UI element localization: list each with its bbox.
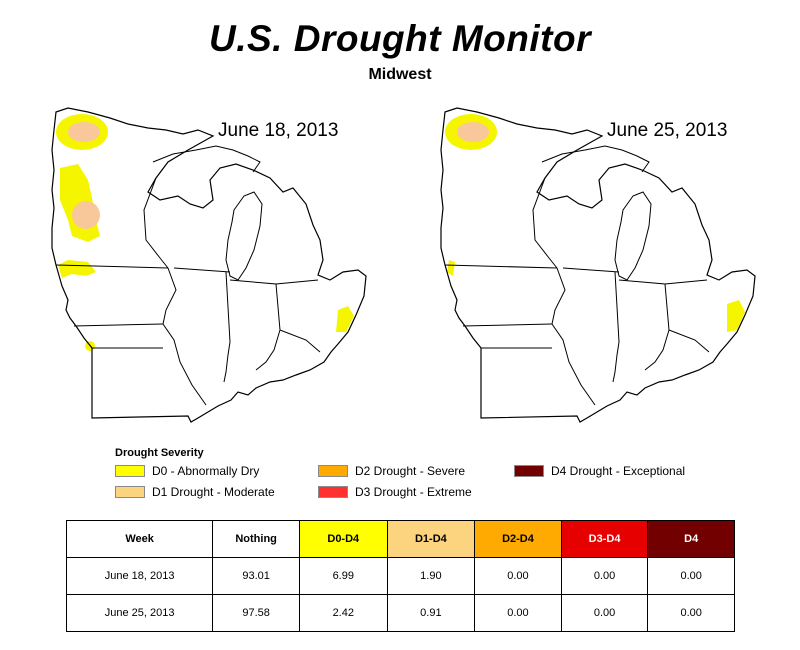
map-date-label: June 25, 2013 (607, 120, 728, 141)
legend-swatch-d4 (514, 465, 544, 477)
header-d2-d4: D2-D4 (474, 520, 562, 558)
header-d4: D4 (647, 520, 735, 558)
legend-item-d3: D3 Drought - Extreme (318, 485, 472, 499)
header-d0-d4: D0-D4 (298, 520, 388, 558)
legend-label: D1 Drought - Moderate (152, 485, 275, 499)
legend-title: Drought Severity (115, 447, 204, 459)
cell-d3-d4: 0.00 (560, 557, 649, 595)
map-june-25: June 25, 2013 (437, 100, 767, 440)
map-june-25-svg (440, 107, 756, 423)
cell-d2-d4: 0.00 (474, 557, 562, 595)
legend-swatch-d0 (115, 465, 145, 477)
legend-item-d0: D0 - Abnormally Dry (115, 464, 259, 478)
legend-item-d4: D4 Drought - Exceptional (514, 464, 685, 478)
table-header-row: Week Nothing D0-D4 D1-D4 D2-D4 D3-D4 D4 (65, 520, 735, 558)
legend-swatch-d2 (318, 465, 348, 477)
cell-nothing: 97.58 (212, 594, 300, 632)
legend-label: D2 Drought - Severe (355, 464, 466, 478)
cell-d0-d4: 2.42 (298, 594, 388, 632)
cell-d1-d4: 0.91 (386, 594, 476, 632)
table-row: June 25, 2013 97.58 2.42 0.91 0.00 0.00 … (65, 594, 735, 632)
cell-d4: 0.00 (647, 594, 735, 632)
cell-d3-d4: 0.00 (560, 594, 649, 632)
legend-item-d1: D1 Drought - Moderate (115, 485, 275, 499)
table-row: June 18, 2013 93.01 6.99 1.90 0.00 0.00 … (65, 557, 735, 595)
cell-week: June 25, 2013 (65, 594, 214, 632)
d1-area-north (68, 122, 100, 142)
cell-nothing: 93.01 (212, 557, 300, 595)
d1-area-west (72, 201, 100, 229)
d0-area-iowa (58, 260, 96, 278)
d0-area-iowa (447, 260, 455, 276)
legend-label: D3 Drought - Extreme (355, 485, 472, 499)
cell-d4: 0.00 (647, 557, 735, 595)
drought-stats-table: Week Nothing D0-D4 D1-D4 D2-D4 D3-D4 D4 … (65, 520, 735, 632)
cell-d0-d4: 6.99 (298, 557, 388, 595)
d0-area-ohio (727, 300, 745, 332)
cell-d1-d4: 1.90 (386, 557, 476, 595)
d1-area-north (457, 122, 489, 142)
page-title: U.S. Drought Monitor (209, 18, 591, 59)
header-d3-d4: D3-D4 (560, 520, 649, 558)
cell-week: June 18, 2013 (65, 557, 214, 595)
d0-area-ohio (336, 306, 354, 332)
map-june-18-svg (51, 107, 367, 423)
cell-d2-d4: 0.00 (474, 594, 562, 632)
map-date-label: June 18, 2013 (218, 120, 339, 141)
header-d1-d4: D1-D4 (386, 520, 476, 558)
header-week: Week (65, 520, 214, 558)
legend-swatch-d3 (318, 486, 348, 498)
legend-swatch-d1 (115, 486, 145, 498)
map-june-18: June 18, 2013 (48, 100, 378, 440)
header-nothing: Nothing (212, 520, 300, 558)
page-subtitle: Midwest (368, 66, 432, 83)
legend-item-d2: D2 Drought - Severe (318, 464, 465, 478)
legend-label: D0 - Abnormally Dry (152, 464, 260, 478)
legend-label: D4 Drought - Exceptional (551, 464, 686, 478)
